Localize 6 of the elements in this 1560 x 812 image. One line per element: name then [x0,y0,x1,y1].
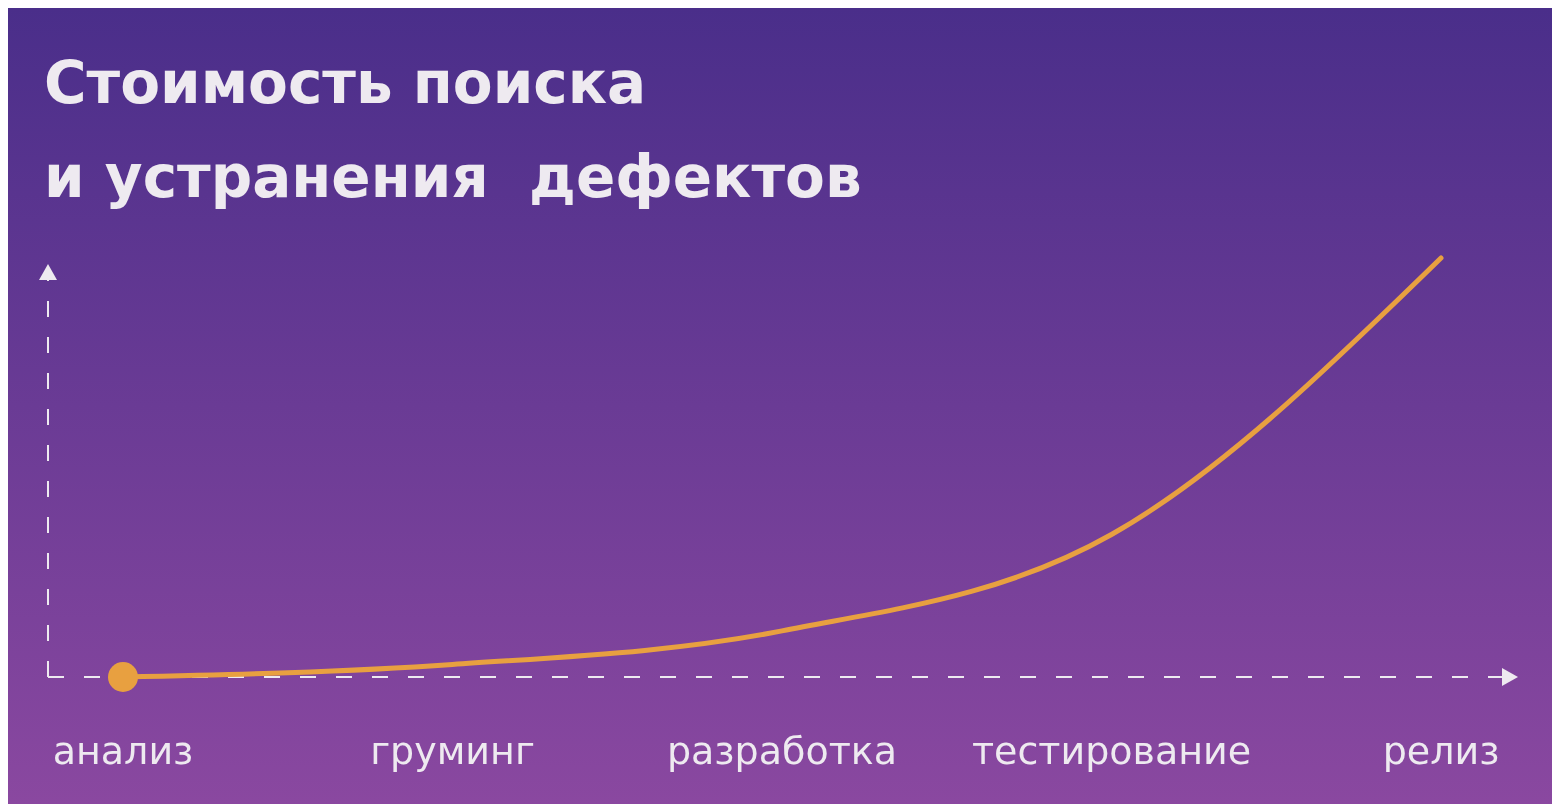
chart-title: Стоимость поиска и устранения дефектов [44,49,862,211]
x-tick-label: груминг [370,729,535,773]
x-tick-label: разработка [666,729,898,773]
x-tick-label: релиз [1382,729,1500,773]
x-tick-label: тестирование [971,729,1252,773]
x-tick-label: анализ [52,729,194,773]
